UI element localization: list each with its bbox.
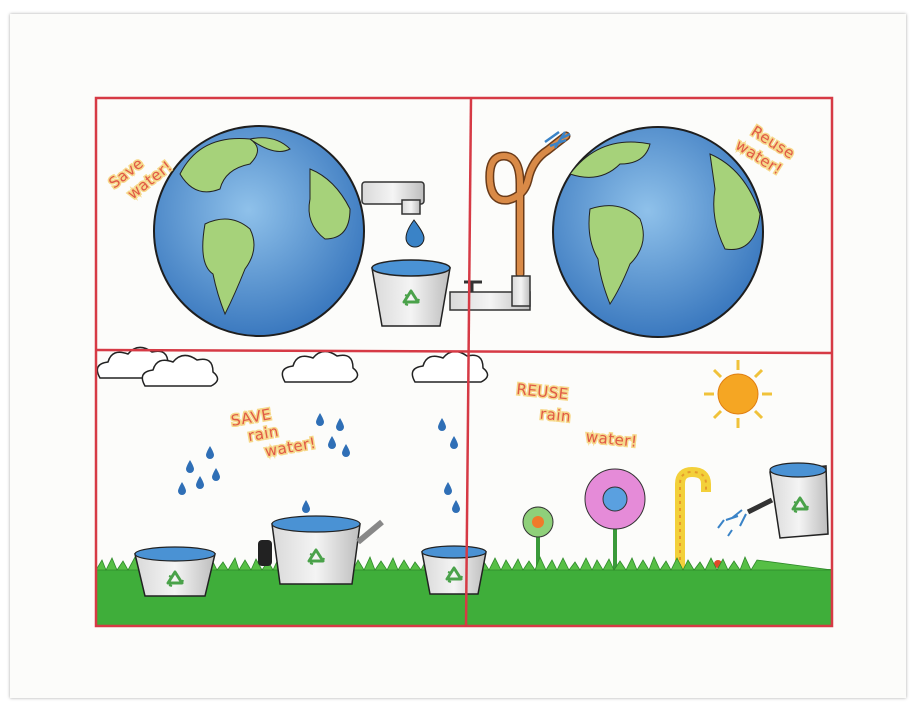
comic-frame xyxy=(94,96,834,628)
hose-icon xyxy=(485,130,571,279)
caption-save-rain-water: SAVE rain water! xyxy=(230,398,318,465)
caption-reuse-rain-water: REUSE rain water! xyxy=(511,380,642,451)
earth-icon xyxy=(552,126,764,338)
panel-top-left: Save water! xyxy=(104,125,451,337)
flower-icon xyxy=(584,468,646,576)
panel-bottom-left: SAVE rain water! xyxy=(96,346,489,513)
sun-icon xyxy=(704,360,772,428)
recycle-bucket-icon xyxy=(371,259,451,327)
flower-icon xyxy=(675,466,722,574)
water-drop-icon xyxy=(405,219,425,248)
cloud-icon xyxy=(281,350,359,383)
watering-can-icon xyxy=(258,515,384,585)
comic-drawing: Save water! Reuse water! xyxy=(94,96,834,628)
flower-icon xyxy=(522,506,554,576)
faucet-icon xyxy=(361,181,425,215)
comic-page: Save water! Reuse water! xyxy=(10,14,906,698)
earth-icon xyxy=(153,125,365,337)
panel-bottom-right: REUSE rain water! xyxy=(511,360,829,576)
watering-can-icon xyxy=(717,462,829,539)
recycle-bucket-icon xyxy=(134,546,216,597)
recycle-bucket-icon xyxy=(421,545,487,595)
faucet-icon xyxy=(449,275,531,311)
rain-drop-icon xyxy=(178,413,460,513)
panel-top-right: Reuse water! xyxy=(449,121,800,338)
cloud-icon xyxy=(411,350,489,383)
